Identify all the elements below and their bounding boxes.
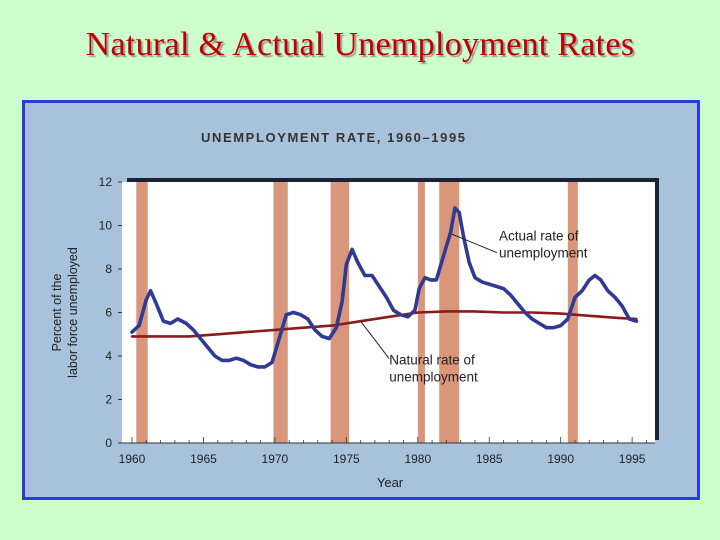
- actual-rate-line: [130, 206, 639, 369]
- y-tick-label: 4: [105, 349, 112, 363]
- y-tick-label: 12: [99, 175, 113, 189]
- y-tick-label: 6: [105, 306, 112, 320]
- y-tick-label: 0: [105, 436, 112, 450]
- y-tick-label: 8: [105, 262, 112, 276]
- y-tick-label: 2: [105, 393, 112, 407]
- x-tick-label: 1965: [190, 452, 217, 466]
- plot-area: [122, 182, 655, 443]
- y-axis-label-line: labor force unemployed: [66, 247, 80, 378]
- x-tick-label: 1995: [619, 452, 646, 466]
- recession-band: [273, 182, 288, 443]
- x-tick-label: 1985: [476, 452, 503, 466]
- chart-title: UNEMPLOYMENT RATE, 1960–1995: [201, 130, 467, 145]
- annotation-leader: [360, 320, 390, 360]
- x-tick-label: 1980: [404, 452, 431, 466]
- x-tick-label: 1975: [333, 452, 360, 466]
- unemployment-chart: UNEMPLOYMENT RATE, 1960–1995 1960 1965 197…: [50, 130, 659, 490]
- actual-rate-layer: [130, 206, 639, 369]
- x-tick-label: 1990: [547, 452, 574, 466]
- natural-rate-line: [130, 310, 638, 338]
- annotation-leader: [451, 233, 498, 254]
- annotation-label: Actual rate of: [499, 229, 579, 244]
- annotation-label: unemployment: [389, 370, 478, 385]
- y-tick-label: 10: [99, 219, 113, 233]
- y-axis-label: Percent of the labor force unemployed: [50, 247, 80, 378]
- x-axis-label: Year: [377, 475, 404, 490]
- axes: 1960 1965 1970 1975 1980 1985 1990 1995 0 2 4 6 8 10 1…: [99, 175, 655, 466]
- chart-figure: UNEMPLOYMENT RATE, 1960–1995 1960 1965 197…: [22, 100, 700, 500]
- annotations: Actual rate of unemployment Natural rate o…: [360, 229, 588, 385]
- y-axis-label-line: Percent of the: [50, 274, 64, 352]
- x-tick-label: 1960: [119, 452, 146, 466]
- slide-title: Natural & Actual Unemployment Rates: [85, 26, 635, 63]
- recession-band: [567, 182, 578, 443]
- x-tick-label: 1970: [262, 452, 289, 466]
- natural-rate-layer: [130, 310, 638, 338]
- annotation-label: unemployment: [499, 246, 588, 261]
- annotation-label: Natural rate of: [389, 353, 475, 368]
